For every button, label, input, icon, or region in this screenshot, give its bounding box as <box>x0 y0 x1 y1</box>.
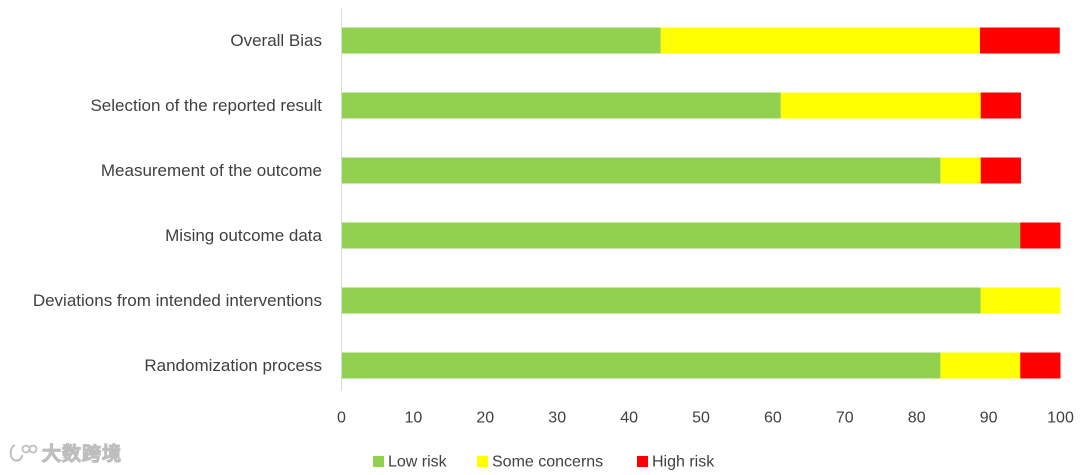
x-tick-label: 100 <box>1047 410 1074 427</box>
x-tick-label: 60 <box>764 410 782 427</box>
category-label: Overall Bias <box>230 31 322 50</box>
watermark: 大数跨境 <box>8 439 122 466</box>
x-tick-label: 70 <box>836 410 854 427</box>
bars-group <box>341 27 1061 379</box>
bar-some-concerns-5 <box>940 352 1021 379</box>
x-tick-label: 50 <box>692 410 710 427</box>
legend-label-some-concerns: Some concerns <box>492 454 603 471</box>
x-tick-label: 0 <box>337 410 346 427</box>
category-label: Selection of the reported result <box>90 96 322 115</box>
category-label: Mising outcome data <box>165 226 322 245</box>
category-label: Deviations from intended interventions <box>33 291 322 310</box>
category-label: Randomization process <box>144 356 322 375</box>
watermark-text: 大数跨境 <box>41 443 123 466</box>
bar-high-risk-5 <box>1020 352 1061 379</box>
x-tick-label: 90 <box>980 410 998 427</box>
bar-high-risk-3 <box>1020 222 1061 249</box>
bar-high-risk-1 <box>980 92 1021 119</box>
legend-label-high-risk: High risk <box>652 454 715 471</box>
legend-swatch-high-risk <box>637 456 648 467</box>
legend: Low risk Some concerns High risk <box>373 454 715 471</box>
bar-high-risk-2 <box>980 157 1021 184</box>
logo-icon <box>9 443 38 462</box>
bar-low-risk-5 <box>341 352 941 379</box>
x-axis-ticks: 0 10 20 30 40 50 60 70 80 90 100 <box>337 410 1074 427</box>
x-tick-label: 30 <box>548 410 566 427</box>
x-tick-label: 20 <box>476 410 494 427</box>
x-tick-label: 80 <box>908 410 926 427</box>
bar-low-risk-4 <box>341 287 981 314</box>
bar-low-risk-0 <box>341 27 661 54</box>
x-tick-label: 40 <box>620 410 638 427</box>
bar-low-risk-3 <box>341 222 1021 249</box>
x-tick-label: 10 <box>405 410 423 427</box>
category-labels: Overall Bias Selection of the reported re… <box>33 31 323 375</box>
bar-some-concerns-4 <box>980 287 1061 314</box>
bar-low-risk-2 <box>341 157 941 184</box>
bar-some-concerns-0 <box>660 27 980 54</box>
legend-swatch-low-risk <box>373 456 384 467</box>
bar-some-concerns-1 <box>780 92 981 119</box>
legend-swatch-some-concerns <box>477 456 488 467</box>
bar-some-concerns-2 <box>940 157 981 184</box>
legend-label-low-risk: Low risk <box>388 454 448 471</box>
bar-high-risk-0 <box>979 27 1060 54</box>
bar-low-risk-1 <box>341 92 781 119</box>
category-label: Measurement of the outcome <box>101 161 322 180</box>
